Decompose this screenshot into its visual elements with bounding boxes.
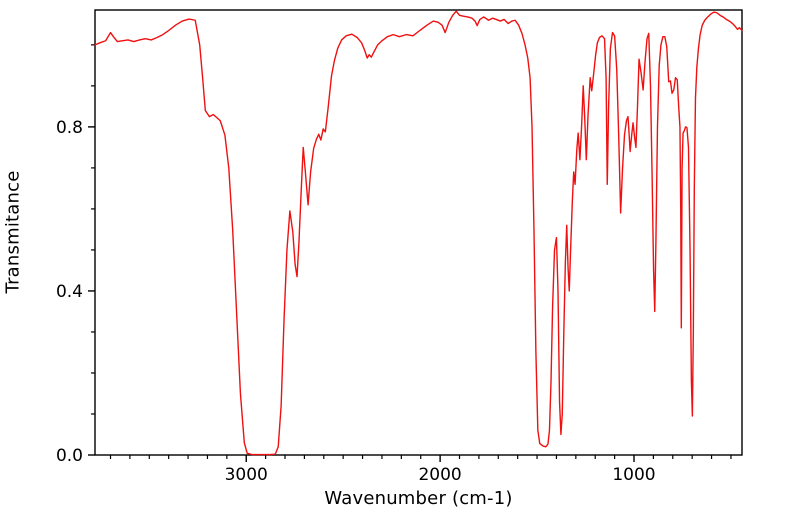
y-axis-tick-label: 0.0 [56, 446, 83, 466]
x-axis-tick-label: 1000 [612, 465, 655, 485]
y-axis-tick-label: 0.4 [56, 282, 83, 302]
plot-frame [94, 9, 743, 456]
x-axis-title: Wavenumber (cm-1) [324, 488, 513, 509]
y-axis-title-text: Transmitance [2, 170, 24, 294]
y-axis-tick-label: 0.8 [56, 118, 83, 138]
spectrum-line [94, 10, 743, 456]
x-axis-tick-label: 3000 [225, 465, 268, 485]
x-axis-tick-label: 2000 [418, 465, 461, 485]
